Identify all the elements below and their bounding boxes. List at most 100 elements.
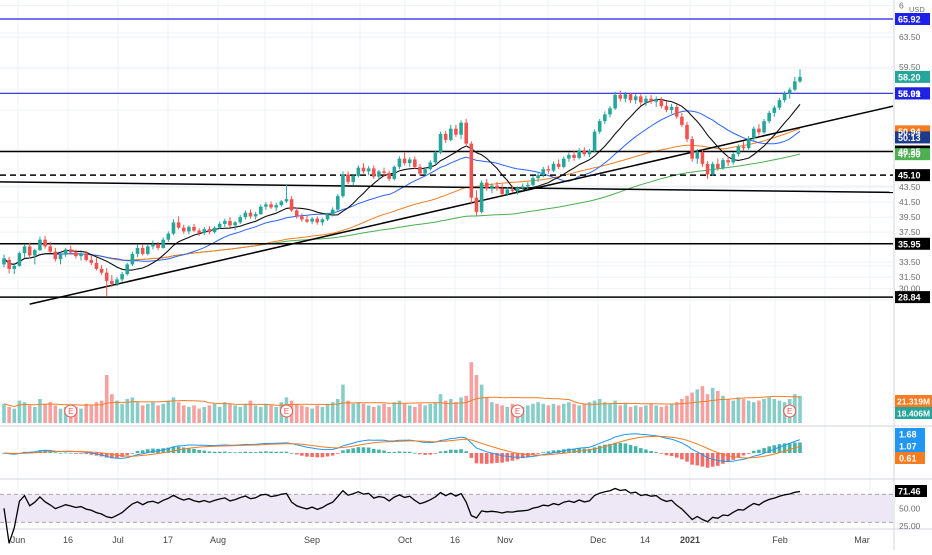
candle (38, 236, 42, 251)
volume-bar (392, 402, 397, 423)
volume-bar (587, 402, 592, 423)
macd-histogram-bar (536, 453, 540, 454)
price-badge-label: 45.10 (898, 171, 921, 181)
candle-body (382, 171, 386, 173)
candle-body (484, 182, 489, 188)
macd-histogram-bar (84, 453, 88, 455)
macd-histogram-bar (654, 452, 659, 453)
volume-bar (43, 403, 47, 423)
candle-body (649, 98, 653, 102)
candle-body (536, 175, 540, 179)
candle-body (495, 185, 499, 189)
volume-bar (731, 400, 736, 423)
macd-histogram-bar (639, 448, 643, 453)
candle-body (418, 166, 422, 174)
volume-bar (710, 387, 715, 423)
time-tick-label: 2021 (680, 535, 700, 545)
macd-badge-bg (895, 428, 925, 440)
price-badge-bg (895, 70, 930, 83)
candle-body (659, 99, 664, 107)
price-badge-label: 50.94 (898, 127, 921, 137)
volume-bar (207, 405, 212, 423)
candle-body (520, 186, 525, 188)
macd-histogram-bar (320, 453, 325, 458)
earnings-marker (783, 404, 797, 418)
candle-body (284, 199, 289, 202)
candle-body (448, 128, 453, 140)
candle-body (202, 229, 207, 233)
candle (187, 225, 191, 235)
macd-histogram-bar (608, 443, 612, 453)
volume-bar (12, 408, 17, 423)
macd-histogram-bar (567, 448, 571, 453)
candle-body (577, 150, 581, 158)
volume-bar (140, 405, 145, 423)
volume-bar (38, 399, 42, 423)
volume-bar (387, 407, 391, 423)
price-badge-label: 47.90 (898, 150, 921, 160)
candle-body (223, 220, 227, 224)
macd-histogram-bar (757, 449, 761, 453)
macd-histogram-bar (53, 452, 58, 454)
candle (448, 124, 453, 142)
macd-histogram-bar (531, 453, 535, 456)
price-badge-bg (895, 148, 930, 161)
volume-bar (572, 403, 576, 423)
volume-bar (310, 408, 314, 423)
volume-bar (253, 405, 258, 423)
candle (392, 165, 397, 181)
candle-body (63, 249, 68, 255)
rsi-tick-label: 50.00 (899, 503, 921, 513)
macd-histogram-bar (541, 452, 546, 454)
macd-badge (895, 452, 925, 464)
macd-histogram-bar (68, 452, 73, 454)
volume-bar (484, 397, 489, 423)
candle (248, 209, 253, 219)
candle (315, 216, 320, 225)
candle (644, 95, 648, 107)
candle-body (423, 169, 427, 174)
volume-bar (115, 400, 119, 423)
macd-histogram-bar (716, 453, 720, 466)
candle-body (253, 214, 258, 217)
candle (526, 181, 530, 190)
candle-body (551, 163, 556, 171)
macd-histogram-bar (443, 450, 448, 453)
horizontal-levels (0, 18, 893, 298)
price-badge-label: 65.92 (898, 15, 921, 25)
candle-body (22, 246, 27, 254)
macd-panel (2, 433, 802, 468)
macd-histogram-bar (79, 453, 83, 454)
volume-bar (700, 386, 705, 423)
candle-body (330, 209, 335, 215)
candle (258, 204, 263, 215)
volume-bar (495, 403, 499, 423)
candle-body (746, 138, 751, 149)
candle (79, 251, 83, 261)
macd-histogram-bar (58, 452, 63, 454)
macd-histogram-bar (161, 448, 165, 453)
volume-bar (685, 395, 689, 423)
time-tick-label: Feb (772, 535, 788, 545)
candle-body (767, 112, 771, 122)
candle-body (187, 226, 191, 232)
candle-body (346, 174, 350, 182)
candle-body (248, 212, 253, 217)
volume-bar (433, 402, 438, 423)
candle (310, 217, 314, 224)
candle-body (479, 182, 484, 212)
candle-body (58, 254, 63, 260)
rsi-badge (895, 485, 927, 497)
macd-histogram-bar (202, 450, 207, 453)
price-badge-bg (895, 13, 930, 25)
macd-badge-bg (895, 440, 925, 452)
candle-body (443, 133, 448, 140)
candle (649, 94, 653, 104)
price-badge-label: 55.99 (898, 89, 921, 99)
volume-bar (628, 407, 633, 423)
macd-histogram-bar (741, 453, 746, 456)
candle-body (336, 196, 340, 210)
volume-bar (156, 405, 160, 423)
